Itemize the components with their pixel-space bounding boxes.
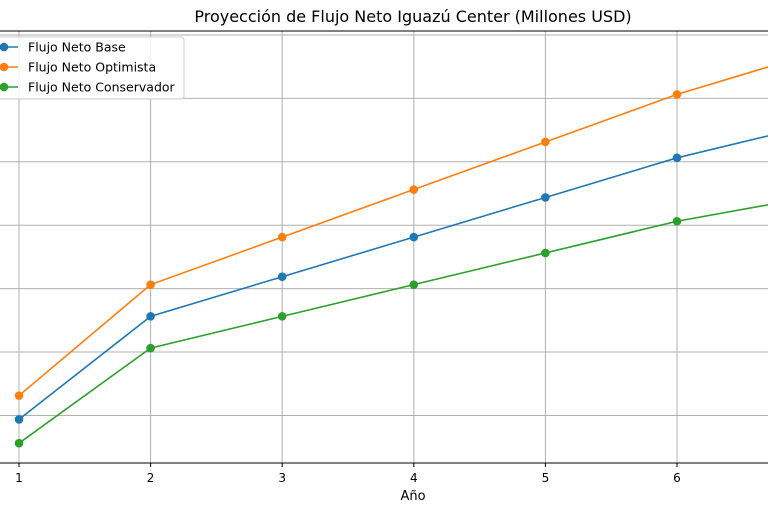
series-2	[14, 66, 768, 400]
data-point	[541, 248, 550, 258]
data-point	[672, 153, 682, 163]
x-tick-label: 1	[15, 471, 23, 485]
series-line	[18, 203, 768, 444]
data-point	[14, 438, 24, 448]
data-point	[541, 137, 550, 147]
legend-item: Flujo Neto Optimista	[0, 60, 156, 75]
axes	[0, 30, 768, 464]
legend-marker	[0, 62, 9, 72]
chart-title: Proyección de Flujo Neto Iguazú Center (…	[194, 7, 631, 26]
x-tick-label: 2	[147, 471, 155, 485]
data-point	[14, 391, 24, 400]
x-tick-label: 4	[410, 471, 418, 485]
data-point	[277, 232, 287, 242]
legend-marker	[0, 42, 9, 52]
series-1	[14, 135, 768, 424]
data-point	[146, 280, 155, 289]
x-tick-label: 3	[278, 471, 286, 485]
data-point	[277, 312, 287, 321]
series-line	[18, 135, 768, 421]
data-point	[541, 193, 550, 202]
legend-box	[0, 36, 185, 100]
data-point	[409, 185, 419, 194]
data-point	[277, 272, 287, 282]
data-point	[409, 280, 419, 289]
data-point	[146, 343, 155, 353]
series-group	[14, 66, 768, 448]
x-tick-label: 6	[673, 471, 681, 485]
legend-marker	[0, 82, 9, 92]
x-axis-label: Año	[400, 489, 425, 504]
data-point	[146, 312, 155, 321]
x-tick-labels: 1 2 3 4 5 6	[15, 463, 681, 485]
legend-label: Flujo Neto Conservador	[28, 80, 176, 95]
x-tick-label: 5	[542, 471, 550, 485]
data-point	[14, 415, 24, 424]
legend: Flujo Neto Base Flujo Neto Optimista Flujo…	[0, 36, 185, 100]
series-3	[14, 203, 768, 448]
legend-label: Flujo Neto Base	[28, 40, 126, 55]
data-point	[409, 232, 419, 242]
data-point	[672, 90, 682, 99]
data-point	[672, 216, 682, 226]
legend-label: Flujo Neto Optimista	[28, 60, 156, 75]
legend-item: Flujo Neto Base	[0, 40, 126, 55]
legend-item: Flujo Neto Conservador	[0, 80, 176, 95]
